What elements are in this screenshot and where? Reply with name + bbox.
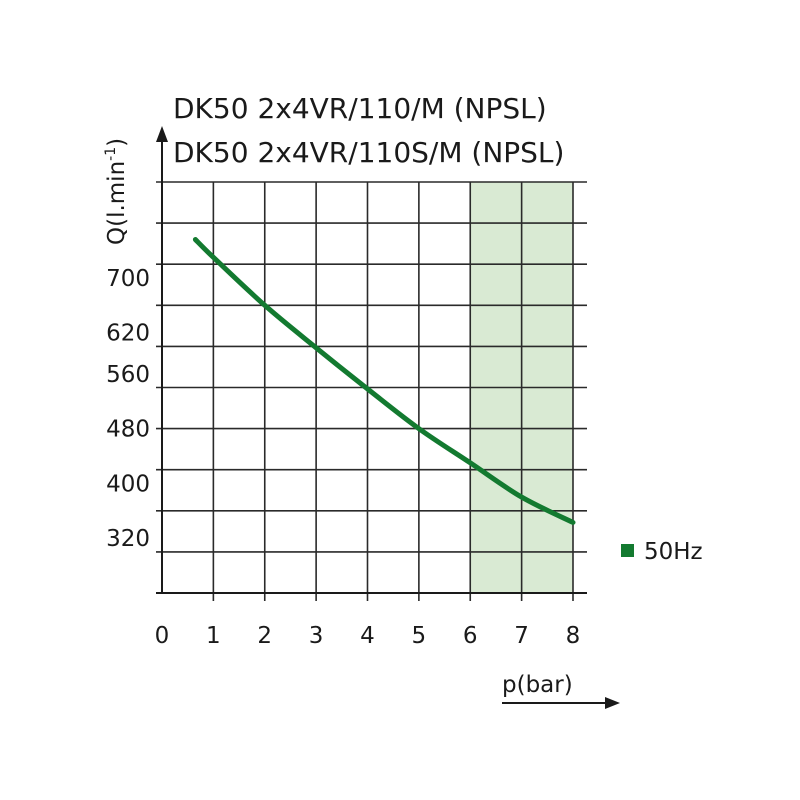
x-tick-label-4: 4 — [360, 623, 375, 649]
legend-swatch-50hz — [621, 544, 634, 557]
x-tick-labels: 0 1 2 3 4 5 6 7 8 — [155, 623, 581, 649]
y-tick-label-480: 480 — [106, 417, 150, 443]
x-tick-label-0: 0 — [155, 623, 170, 649]
chart-title-line-2: DK50 2x4VR/110S/M (NPSL) — [173, 136, 564, 169]
series-line-50hz — [192, 237, 576, 525]
axes — [156, 126, 587, 594]
x-tick-label-3: 3 — [309, 623, 324, 649]
y-tick-label-320: 320 — [106, 526, 150, 552]
x-tick-label-7: 7 — [514, 623, 529, 649]
y-axis-label-close: ) — [104, 138, 130, 147]
y-axis-label-main: Q(l.min — [104, 161, 130, 245]
x-axis-arrow — [502, 697, 620, 709]
chart-title-line-1: DK50 2x4VR/110/M (NPSL) — [173, 92, 547, 125]
y-tick-labels: 320 400 480 560 620 700 — [106, 266, 150, 552]
y-tick-label-620: 620 — [106, 321, 150, 347]
y-axis-label: Q(l.min-1) — [103, 138, 130, 245]
y-tick-label-400: 400 — [106, 471, 150, 497]
x-axis-label: p(bar) — [502, 672, 573, 698]
x-tick-label-1: 1 — [206, 623, 221, 649]
y-axis-label-sup: -1 — [103, 147, 119, 161]
y-tick-label-560: 560 — [106, 362, 150, 388]
grid-lines — [156, 181, 587, 601]
x-tick-label-5: 5 — [412, 623, 427, 649]
y-tick-label-700: 700 — [106, 266, 150, 292]
legend-label-50hz: 50Hz — [644, 539, 703, 565]
y-axis-arrow — [156, 126, 168, 142]
x-tick-label-6: 6 — [463, 623, 478, 649]
x-tick-label-2: 2 — [257, 623, 272, 649]
x-tick-label-8: 8 — [566, 623, 581, 649]
